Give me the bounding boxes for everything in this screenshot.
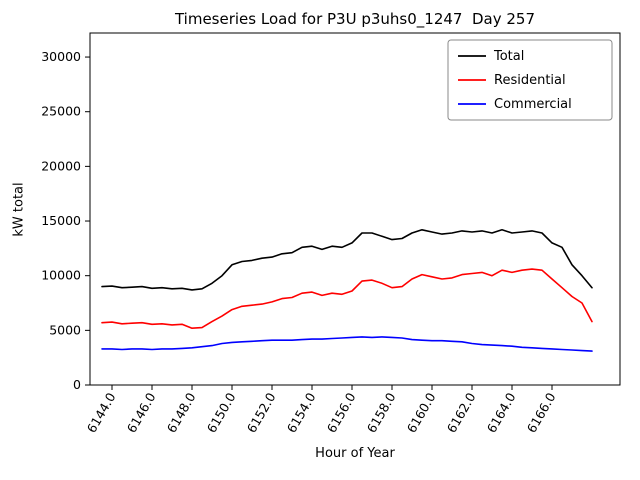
- svg-text:6156.0: 6156.0: [324, 390, 359, 435]
- y-axis-ticks: 0 5000 10000 15000 20000 25000 30000: [41, 49, 90, 392]
- y-axis-label: kW total: [11, 182, 27, 237]
- legend-label-residential: Residential: [494, 73, 566, 88]
- axes-frame: [89, 32, 621, 386]
- svg-text:6158.0: 6158.0: [364, 390, 399, 435]
- svg-text:6144.0: 6144.0: [84, 390, 119, 435]
- svg-text:6162.0: 6162.0: [444, 390, 479, 435]
- svg-text:5000: 5000: [49, 322, 81, 337]
- svg-text:30000: 30000: [41, 49, 81, 64]
- series-line-commercial: [101, 336, 593, 352]
- svg-text:20000: 20000: [41, 158, 81, 173]
- svg-text:6146.0: 6146.0: [124, 390, 159, 435]
- svg-text:25000: 25000: [41, 104, 81, 119]
- legend-label-total: Total: [493, 49, 524, 64]
- svg-text:6166.0: 6166.0: [524, 390, 559, 435]
- svg-text:6164.0: 6164.0: [484, 390, 519, 435]
- legend: Total Residential Commercial: [447, 39, 613, 121]
- svg-text:6148.0: 6148.0: [164, 390, 199, 435]
- svg-text:6160.0: 6160.0: [404, 390, 439, 435]
- svg-text:0: 0: [73, 377, 81, 392]
- series-line-total: [101, 229, 593, 291]
- x-axis-ticks: 6144.0 6146.0 6148.0 6150.0 6152.0 6154.0 6156…: [84, 385, 559, 435]
- svg-text:6150.0: 6150.0: [204, 390, 239, 435]
- svg-text:10000: 10000: [41, 268, 81, 283]
- x-axis-label: Hour of Year: [315, 446, 395, 461]
- svg-text:6152.0: 6152.0: [244, 390, 279, 435]
- series-line-residential: [101, 268, 593, 330]
- svg-text:6154.0: 6154.0: [284, 390, 319, 435]
- legend-box: [447, 39, 613, 121]
- legend-label-commercial: Commercial: [494, 97, 572, 112]
- chart-title: Timeseries Load for P3U p3uhs0_1247 Day …: [174, 10, 536, 28]
- svg-text:15000: 15000: [41, 213, 81, 228]
